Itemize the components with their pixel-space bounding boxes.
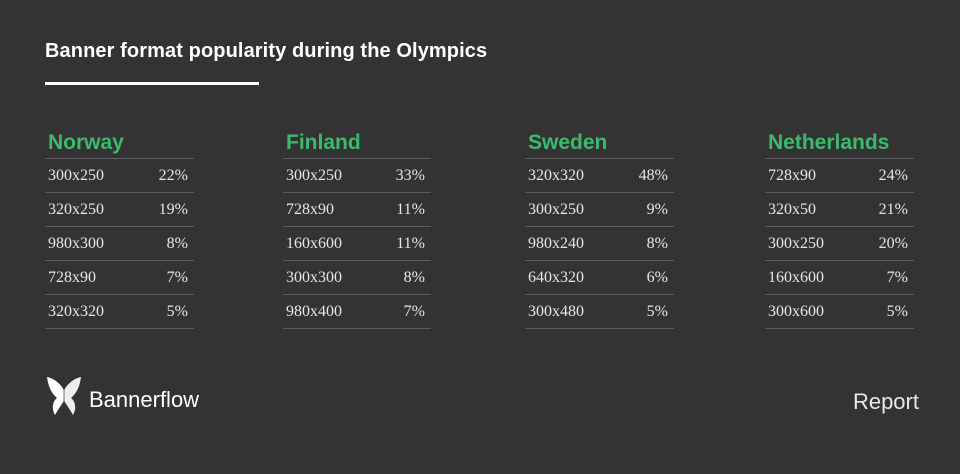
table-row: 320x320 48% bbox=[525, 159, 674, 193]
format-cell: 300x480 bbox=[528, 302, 584, 320]
format-cell: 728x90 bbox=[48, 268, 96, 286]
format-cell: 300x300 bbox=[286, 268, 342, 286]
share-cell: 22% bbox=[158, 166, 188, 184]
format-cell: 320x50 bbox=[768, 200, 816, 218]
share-cell: 5% bbox=[886, 302, 908, 320]
title-underline bbox=[45, 82, 259, 85]
format-cell: 728x90 bbox=[768, 166, 816, 184]
report-label: Report bbox=[852, 389, 919, 414]
country-table-finland: Finland 300x250 33% 728x90 11% 160x600 11% … bbox=[283, 127, 431, 329]
table-row: 320x50 21% bbox=[765, 193, 914, 227]
table-row: 300x480 5% bbox=[525, 295, 674, 329]
page-title: Banner format popularity during the Olym… bbox=[45, 40, 488, 62]
table-row: 728x90 7% bbox=[45, 261, 194, 295]
country-table-netherlands: Netherlands 728x90 24% 320x50 21% 300x250 2… bbox=[765, 127, 914, 329]
table-row: 300x250 22% bbox=[45, 159, 194, 193]
country-heading: Norway bbox=[45, 127, 194, 159]
format-cell: 980x400 bbox=[286, 302, 342, 320]
share-cell: 11% bbox=[396, 200, 425, 218]
format-cell: 320x320 bbox=[528, 166, 584, 184]
table-row: 980x240 8% bbox=[525, 227, 674, 261]
format-cell: 160x600 bbox=[768, 268, 824, 286]
format-cell: 160x600 bbox=[286, 234, 342, 252]
share-cell: 24% bbox=[878, 166, 908, 184]
format-cell: 640x320 bbox=[528, 268, 584, 286]
share-cell: 19% bbox=[158, 200, 188, 218]
table-row: 300x250 33% bbox=[283, 159, 431, 193]
table-row: 320x320 5% bbox=[45, 295, 194, 329]
table-row: 300x250 20% bbox=[765, 227, 914, 261]
share-cell: 8% bbox=[646, 234, 668, 252]
share-cell: 7% bbox=[403, 302, 425, 320]
format-cell: 300x600 bbox=[768, 302, 824, 320]
share-cell: 5% bbox=[646, 302, 668, 320]
country-heading: Finland bbox=[283, 127, 431, 159]
share-cell: 8% bbox=[166, 234, 188, 252]
format-cell: 300x250 bbox=[768, 234, 824, 252]
share-cell: 7% bbox=[166, 268, 188, 286]
country-heading: Netherlands bbox=[765, 127, 914, 159]
table-row: 160x600 7% bbox=[765, 261, 914, 295]
table-row: 300x300 8% bbox=[283, 261, 431, 295]
table-row: 980x300 8% bbox=[45, 227, 194, 261]
table-row: 160x600 11% bbox=[283, 227, 431, 261]
share-cell: 8% bbox=[403, 268, 425, 286]
format-cell: 320x320 bbox=[48, 302, 104, 320]
bannerflow-logo: Bannerflow bbox=[45, 377, 199, 419]
format-cell: 300x250 bbox=[528, 200, 584, 218]
share-cell: 7% bbox=[886, 268, 908, 286]
format-cell: 980x240 bbox=[528, 234, 584, 252]
share-cell: 20% bbox=[878, 234, 908, 252]
country-table-norway: Norway 300x250 22% 320x250 19% 980x300 8% 7… bbox=[45, 127, 194, 329]
country-heading: Sweden bbox=[525, 127, 674, 159]
table-row: 980x400 7% bbox=[283, 295, 431, 329]
brand-name: Bannerflow bbox=[89, 387, 200, 412]
format-cell: 728x90 bbox=[286, 200, 334, 218]
share-cell: 6% bbox=[646, 268, 668, 286]
table-row: 640x320 6% bbox=[525, 261, 674, 295]
share-cell: 5% bbox=[166, 302, 188, 320]
format-cell: 980x300 bbox=[48, 234, 104, 252]
share-cell: 9% bbox=[646, 200, 668, 218]
share-cell: 33% bbox=[395, 166, 425, 184]
table-row: 320x250 19% bbox=[45, 193, 194, 227]
butterfly-icon bbox=[45, 377, 83, 419]
table-row: 728x90 24% bbox=[765, 159, 914, 193]
share-cell: 21% bbox=[878, 200, 908, 218]
format-cell: 320x250 bbox=[48, 200, 104, 218]
table-row: 300x250 9% bbox=[525, 193, 674, 227]
table-row: 300x600 5% bbox=[765, 295, 914, 329]
table-row: 728x90 11% bbox=[283, 193, 431, 227]
format-cell: 300x250 bbox=[48, 166, 104, 184]
share-cell: 11% bbox=[396, 234, 425, 252]
country-table-sweden: Sweden 320x320 48% 300x250 9% 980x240 8% 64… bbox=[525, 127, 674, 329]
share-cell: 48% bbox=[638, 166, 668, 184]
format-cell: 300x250 bbox=[286, 166, 342, 184]
